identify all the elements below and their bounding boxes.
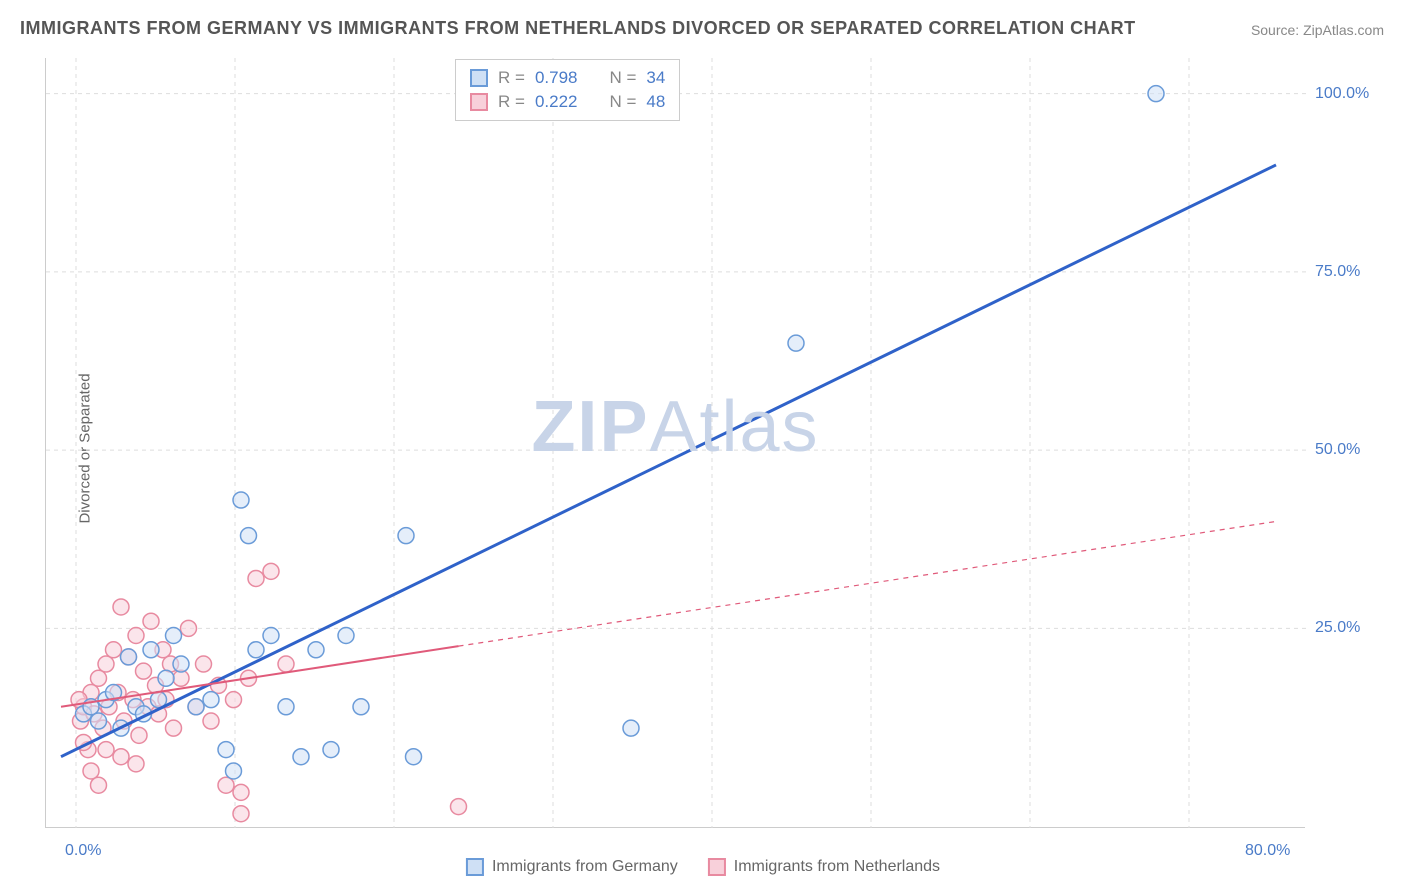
stats-row-germany: R = 0.798 N = 34 xyxy=(470,66,665,90)
swatch-netherlands-icon xyxy=(708,858,726,876)
legend-item-netherlands: Immigrants from Netherlands xyxy=(708,858,940,876)
n-label: N = xyxy=(609,92,636,112)
r-value-netherlands: 0.222 xyxy=(535,92,578,112)
ytick-label: 50.0% xyxy=(1315,441,1360,459)
swatch-germany xyxy=(470,69,488,87)
plot-svg xyxy=(46,58,1306,828)
ytick-label: 100.0% xyxy=(1315,85,1369,103)
correlation-chart: IMMIGRANTS FROM GERMANY VS IMMIGRANTS FR… xyxy=(0,0,1406,892)
swatch-germany-icon xyxy=(466,858,484,876)
r-value-germany: 0.798 xyxy=(535,68,578,88)
swatch-netherlands xyxy=(470,93,488,111)
n-value-netherlands: 48 xyxy=(646,92,665,112)
n-label: N = xyxy=(609,68,636,88)
legend-item-germany: Immigrants from Germany xyxy=(466,858,678,876)
chart-title: IMMIGRANTS FROM GERMANY VS IMMIGRANTS FR… xyxy=(20,18,1136,39)
stats-legend-box: R = 0.798 N = 34 R = 0.222 N = 48 xyxy=(455,59,680,121)
r-label: R = xyxy=(498,92,525,112)
stats-row-netherlands: R = 0.222 N = 48 xyxy=(470,90,665,114)
ytick-label: 25.0% xyxy=(1315,619,1360,637)
xtick-label: 0.0% xyxy=(65,842,101,860)
plot-area: ZIPAtlas xyxy=(45,58,1305,828)
bottom-legend: Immigrants from Germany Immigrants from … xyxy=(466,858,940,876)
xtick-label: 80.0% xyxy=(1245,842,1290,860)
legend-label: Immigrants from Germany xyxy=(492,858,678,876)
ytick-label: 75.0% xyxy=(1315,263,1360,281)
legend-label: Immigrants from Netherlands xyxy=(734,858,940,876)
source-attribution: Source: ZipAtlas.com xyxy=(1251,22,1384,38)
r-label: R = xyxy=(498,68,525,88)
n-value-germany: 34 xyxy=(646,68,665,88)
